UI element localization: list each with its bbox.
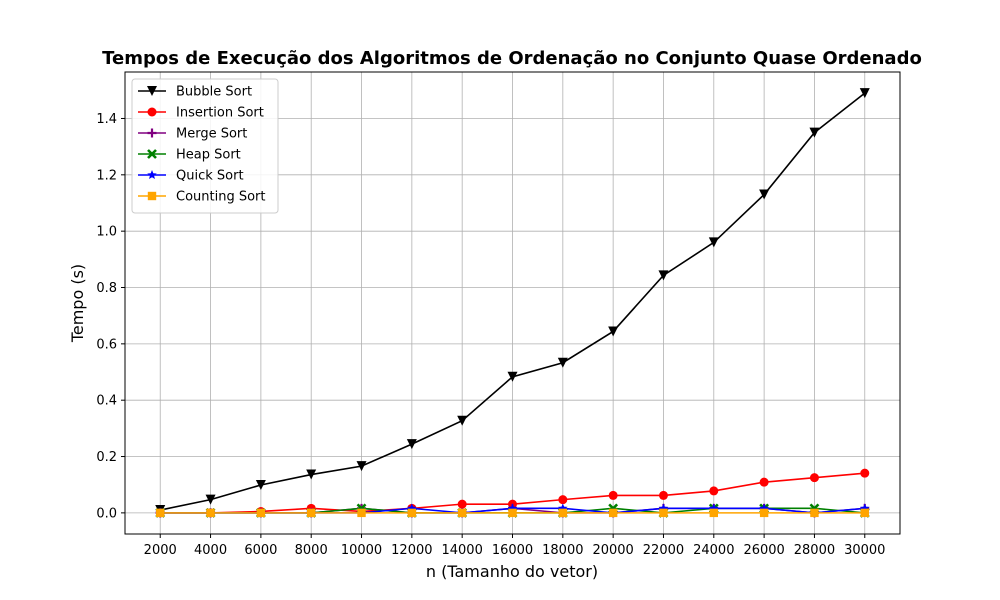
legend-bubble-sort-marker: [147, 86, 157, 96]
bubble-sort-marker: [608, 326, 619, 337]
insertion-sort-marker: [759, 477, 769, 487]
x-tick-label: 14000: [441, 543, 482, 558]
legend-label: Quick Sort: [176, 169, 244, 184]
legend-counting-sort-marker: [147, 191, 157, 201]
y-tick-label: 0.4: [96, 394, 117, 409]
x-axis: 2000 4000 6000 8000 10000 12000 14000 16000 1800…: [144, 534, 885, 558]
y-axis: 0.0 0.2 0.4 0.6 0.8 1.0 1.2 1.4: [96, 112, 125, 521]
y-tick-label: 0.6: [96, 337, 117, 352]
x-axis-label: n (Tamanho do vetor): [426, 562, 598, 581]
counting-sort-marker: [457, 508, 467, 518]
insertion-sort-marker: [860, 468, 870, 478]
bubble-sort-marker: [205, 494, 216, 505]
insertion-sort-marker: [658, 490, 668, 500]
insertion-sort-marker: [608, 490, 618, 500]
quick-sort-marker: [860, 503, 870, 513]
x-tick-label: 2000: [144, 543, 177, 558]
x-tick-label: 10000: [341, 543, 382, 558]
legend-box: [131, 78, 279, 214]
counting-sort-marker: [206, 508, 215, 518]
bubble-sort-marker: [658, 270, 669, 281]
legend-label: Heap Sort: [176, 148, 241, 163]
y-tick-label: 1.4: [96, 112, 117, 127]
legend-label: Insertion Sort: [176, 106, 264, 121]
counting-sort-marker: [156, 508, 165, 518]
counting-sort-marker: [407, 508, 417, 518]
counting-sort-marker: [608, 508, 618, 518]
counting-sort-marker: [860, 508, 869, 518]
legend-label: Bubble Sort: [176, 85, 252, 100]
legend-item-heap-sort: Heap Sort: [138, 148, 241, 163]
legend-item-insertion-sort: Insertion Sort: [138, 106, 264, 121]
x-tick-label: 8000: [295, 543, 328, 558]
bubble-sort-marker: [557, 357, 568, 368]
y-tick-label: 1.2: [96, 168, 117, 183]
y-tick-label: 1.0: [96, 225, 117, 240]
x-tick-label: 20000: [592, 543, 633, 558]
quick-sort-marker: [407, 503, 417, 513]
legend-item-quick-sort: Quick Sort: [138, 169, 244, 184]
legend-heap-sort-marker: [147, 149, 157, 159]
chart-title: Tempos de Execução dos Algoritmos de Ord…: [102, 48, 922, 69]
y-tick-label: 0.0: [96, 506, 117, 521]
bubble-sort-marker: [457, 415, 468, 426]
quick-sort-marker: [658, 503, 669, 513]
bubble-sort-marker: [507, 371, 518, 382]
legend-insertion-sort-marker: [147, 107, 157, 117]
y-tick-label: 0.8: [96, 281, 117, 296]
x-tick-label: 30000: [844, 543, 885, 558]
counting-sort-marker: [810, 508, 819, 518]
bubble-sort-marker: [306, 469, 317, 480]
bubble-sort-marker: [809, 127, 820, 138]
bubble-sort-marker: [859, 88, 870, 99]
x-tick-label: 24000: [693, 543, 734, 558]
counting-sort-marker: [256, 508, 266, 518]
x-tick-label: 26000: [743, 543, 784, 558]
series-layer: [155, 88, 870, 518]
legend-quick-sort-marker: [147, 170, 157, 180]
counting-sort-marker: [508, 508, 517, 518]
x-tick-label: 22000: [643, 543, 684, 558]
bubble-sort-marker: [356, 461, 367, 472]
bubble-sort-marker: [759, 189, 770, 200]
x-tick-label: 12000: [391, 543, 432, 558]
x-tick-label: 28000: [794, 543, 835, 558]
bubble-sort-marker: [255, 479, 266, 490]
insertion-sort-marker: [709, 486, 719, 496]
insertion-sort-marker: [809, 473, 819, 483]
legend-item-bubble-sort: Bubble Sort: [138, 85, 252, 100]
counting-sort-marker: [709, 508, 718, 518]
insertion-sort-marker: [558, 495, 568, 505]
x-tick-label: 4000: [194, 543, 227, 558]
bubble-sort-marker: [708, 237, 719, 248]
quick-sort-marker: [759, 503, 769, 513]
counting-sort-marker: [659, 508, 668, 518]
insertion-sort-marker: [457, 499, 467, 509]
legend: Bubble Sort Insertion Sort Merge Sort Heap …: [131, 78, 279, 214]
counting-sort-marker: [357, 508, 366, 518]
grid: [125, 72, 900, 534]
counting-sort-marker: [307, 508, 316, 518]
quick-sort-marker: [507, 503, 518, 513]
series-counting-sort: [156, 508, 869, 518]
legend-merge-sort-marker: [147, 128, 157, 138]
x-tick-label: 18000: [542, 543, 583, 558]
legend-label: Counting Sort: [176, 190, 266, 205]
counting-sort-marker: [759, 508, 769, 518]
legend-label: Merge Sort: [176, 127, 247, 142]
y-tick-label: 0.2: [96, 450, 117, 465]
x-tick-label: 16000: [492, 543, 533, 558]
bubble-sort-marker: [406, 439, 417, 450]
y-axis-label: Tempo (s): [68, 264, 87, 343]
quick-sort-marker: [709, 503, 719, 513]
counting-sort-marker: [558, 508, 568, 518]
legend-item-counting-sort: Counting Sort: [138, 190, 266, 205]
quick-sort-marker: [558, 503, 568, 513]
legend-item-merge-sort: Merge Sort: [138, 127, 247, 142]
x-tick-label: 6000: [244, 543, 277, 558]
series-bubble-sort: [155, 88, 870, 516]
